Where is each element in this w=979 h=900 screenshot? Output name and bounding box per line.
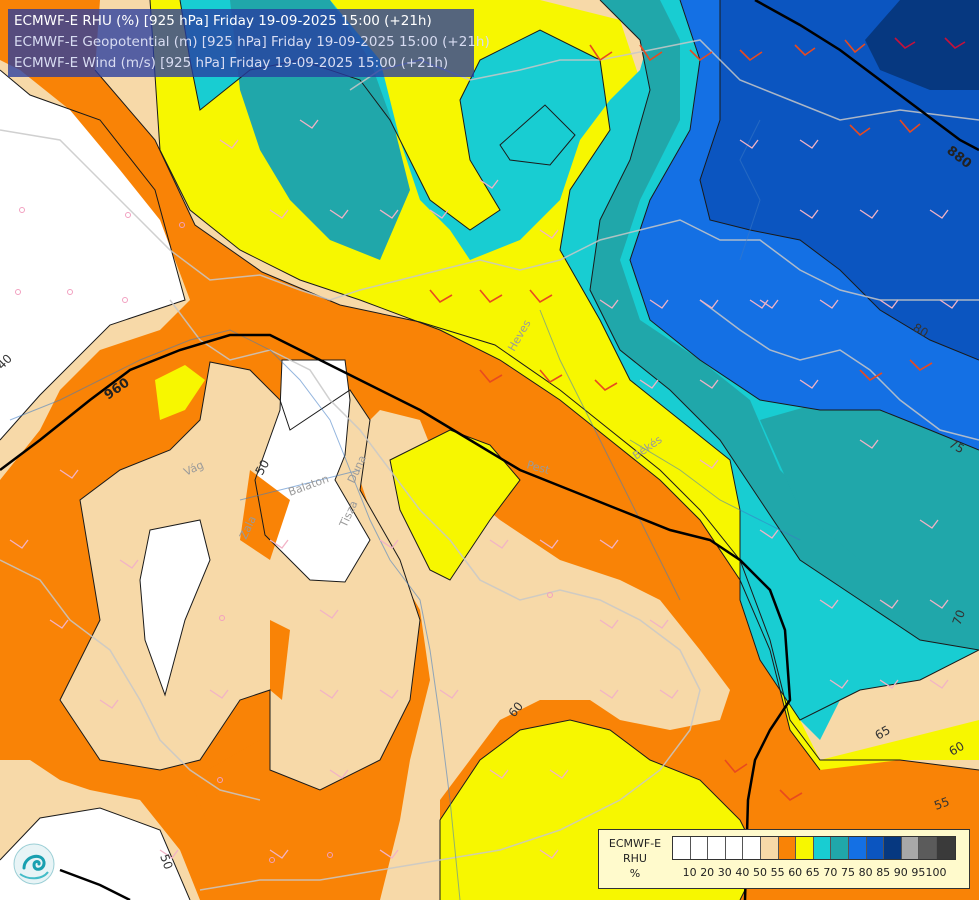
contour-label: 70 [950,608,968,627]
legend-tick-label: 50 [753,866,767,879]
legend-swatch [796,837,814,859]
rhu-band-55-60 [270,620,290,700]
legend-swatch [936,837,955,859]
legend-swatch [725,837,744,859]
rhu-band-60-65 [155,365,205,420]
legend-tick-label: 30 [717,866,732,879]
legend-swatch [831,837,849,859]
legend-tick-label: 85 [876,866,891,879]
legend-tick-label: 100 [925,866,947,879]
legend-swatch [778,837,797,859]
legend-swatch [760,837,779,859]
rhu-band-70-75 [760,380,979,640]
legend-tick-label: 20 [700,866,715,879]
legend-swatch [866,837,885,859]
wind-barbs [9,119,959,859]
contour-label: 65 [873,723,893,743]
legend-swatch [919,837,937,859]
provider-logo [12,840,56,888]
contour-label: 80 [911,320,931,340]
legend-swatch [673,837,691,859]
legend-swatch [743,837,761,859]
legend-tick-label: 55 [770,866,785,879]
rhu-band-lt50 [140,520,210,695]
rhu-band-60-65 [390,430,520,580]
rhu-band-lt50 [255,360,370,582]
contour-label: 75 [947,436,967,456]
legend-tick-label: 80 [858,866,873,879]
legend-swatch [901,837,920,859]
legend-tick-label: 90 [893,866,908,879]
legend-tick-label: 95 [911,866,926,879]
contour-label: 50 [252,457,272,477]
contour-labels: 40 50 50 60 65 60 55 70 75 80 [0,320,968,871]
borders [0,39,979,891]
legend-tick-label: 75 [841,866,855,879]
legend-tick-label: 65 [805,866,820,879]
rhu-band-85-90 [865,0,979,90]
rhu-band-55-60 [190,740,270,830]
legend-swatch [813,837,832,859]
rhu-band-lt50 [0,70,185,440]
wind-barbs-dark [894,37,966,50]
legend-swatch [708,837,726,859]
place-label: Pest [525,458,551,477]
legend-ticks: 10 20 30 40 50 55 60 65 70 75 80 85 90 95 100 [672,866,972,882]
title-line-wind: ECMWF-E Wind (m/s) [925 hPa] Friday 19-0… [14,55,449,71]
legend-title-var: RHU [623,852,647,865]
contour-label: 55 [932,794,951,812]
wind-barbs-strong [429,39,933,802]
legend-swatch [690,837,709,859]
contour-label: 60 [947,739,967,759]
legend-tick-label: 10 [682,866,697,879]
contour-label: 50 [157,852,175,871]
legend-unit: % [629,867,641,880]
wind-calm-markers [15,207,553,863]
legend-title-model: ECMWF-E [608,837,662,850]
rhu-band-80-85 [700,0,979,360]
color-legend: ECMWF-E RHU % 10 20 30 40 50 55 60 65 70 75 80 85 90… [598,829,970,889]
legend-swatch [848,837,867,859]
legend-color-bar [672,836,956,860]
legend-tick-label: 70 [823,866,838,879]
legend-tick-label: 40 [735,866,750,879]
rhu-band-70-75 [590,0,979,650]
rivers [9,119,801,900]
map-title-box: ECMWF-E RHU (%) [925 hPa] Friday 19-09-2… [8,9,490,77]
rhu-band-50-55 [530,585,585,635]
title-line-rhu: ECMWF-E RHU (%) [925 hPa] Friday 19-09-2… [14,13,432,29]
rhu-band-55-60 [240,470,290,560]
title-line-geopotential: ECMWF-E Geopotential (m) [925 hPa] Frida… [14,34,490,50]
legend-tick-label: 60 [788,866,803,879]
legend-title: ECMWF-E RHU % [603,836,667,881]
legend-swatch [884,837,902,859]
